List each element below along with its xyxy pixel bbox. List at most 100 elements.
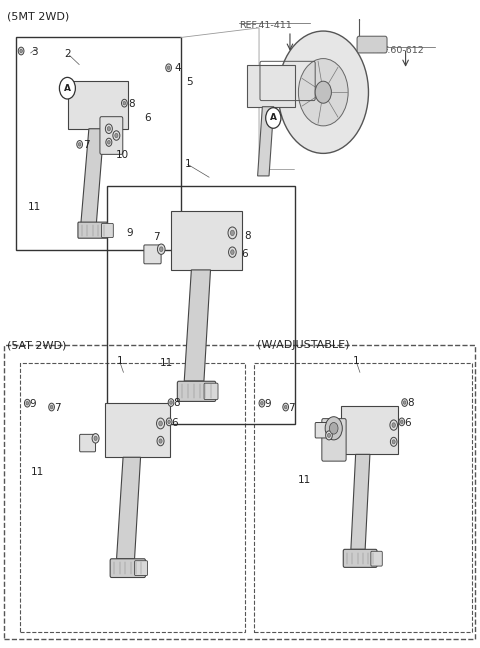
Bar xyxy=(254,363,472,632)
Text: (5MT 2WD): (5MT 2WD) xyxy=(7,12,69,22)
FancyBboxPatch shape xyxy=(322,419,346,461)
Polygon shape xyxy=(247,65,295,107)
FancyBboxPatch shape xyxy=(357,36,387,53)
Circle shape xyxy=(60,77,75,99)
Circle shape xyxy=(50,405,53,409)
Text: 7: 7 xyxy=(84,140,90,150)
Circle shape xyxy=(159,247,163,251)
Text: 7: 7 xyxy=(54,402,60,413)
FancyBboxPatch shape xyxy=(371,551,382,566)
FancyBboxPatch shape xyxy=(134,561,147,575)
Text: (5AT 2WD): (5AT 2WD) xyxy=(7,340,66,350)
Circle shape xyxy=(48,403,54,411)
FancyBboxPatch shape xyxy=(343,550,377,568)
Circle shape xyxy=(170,401,172,404)
Circle shape xyxy=(168,66,170,69)
Circle shape xyxy=(402,399,408,406)
Polygon shape xyxy=(117,457,141,559)
Circle shape xyxy=(299,58,348,126)
FancyBboxPatch shape xyxy=(204,383,218,399)
Circle shape xyxy=(259,399,265,407)
Bar xyxy=(107,185,295,424)
FancyBboxPatch shape xyxy=(80,434,96,452)
Circle shape xyxy=(94,436,97,441)
FancyBboxPatch shape xyxy=(177,381,216,401)
Circle shape xyxy=(284,405,287,409)
Circle shape xyxy=(230,230,234,236)
Circle shape xyxy=(261,402,263,405)
Bar xyxy=(20,363,245,632)
Circle shape xyxy=(231,250,234,255)
Circle shape xyxy=(106,124,112,133)
Text: 6: 6 xyxy=(404,417,411,428)
Circle shape xyxy=(392,440,395,444)
Polygon shape xyxy=(105,403,169,457)
Circle shape xyxy=(24,399,30,407)
Circle shape xyxy=(157,244,165,255)
FancyBboxPatch shape xyxy=(78,222,108,238)
Circle shape xyxy=(20,49,23,52)
Text: 2: 2 xyxy=(64,49,71,59)
Text: 1: 1 xyxy=(184,159,191,169)
Circle shape xyxy=(168,420,170,424)
Circle shape xyxy=(327,434,330,437)
Circle shape xyxy=(157,436,164,446)
Text: 6: 6 xyxy=(144,113,151,123)
Circle shape xyxy=(159,421,162,426)
Text: A: A xyxy=(270,113,277,122)
Circle shape xyxy=(108,126,110,131)
FancyBboxPatch shape xyxy=(100,117,123,154)
Circle shape xyxy=(400,420,403,424)
Circle shape xyxy=(390,420,397,430)
Circle shape xyxy=(115,133,118,137)
Bar xyxy=(16,38,180,250)
Circle shape xyxy=(325,417,342,440)
Text: 9: 9 xyxy=(126,227,133,238)
Text: (W/ADJUSTABLE): (W/ADJUSTABLE) xyxy=(257,340,349,350)
Circle shape xyxy=(78,143,81,146)
Text: 5: 5 xyxy=(186,77,192,87)
Text: 11: 11 xyxy=(160,358,173,367)
Circle shape xyxy=(108,141,110,144)
Polygon shape xyxy=(81,129,104,224)
Circle shape xyxy=(168,399,174,406)
Circle shape xyxy=(329,422,338,434)
FancyBboxPatch shape xyxy=(144,245,161,264)
Polygon shape xyxy=(68,82,128,129)
Polygon shape xyxy=(351,454,370,550)
Circle shape xyxy=(399,418,405,426)
FancyBboxPatch shape xyxy=(110,559,145,577)
Text: 7: 7 xyxy=(288,402,295,413)
Text: 6: 6 xyxy=(241,249,248,259)
Text: 1: 1 xyxy=(117,356,123,366)
Circle shape xyxy=(228,247,236,257)
Circle shape xyxy=(278,31,369,154)
Text: 11: 11 xyxy=(298,475,311,485)
Circle shape xyxy=(26,402,29,405)
Text: A: A xyxy=(64,84,71,93)
Text: 10: 10 xyxy=(116,150,129,159)
Circle shape xyxy=(121,99,127,107)
Text: 7: 7 xyxy=(154,232,160,242)
Bar xyxy=(4,345,475,640)
Text: 8: 8 xyxy=(128,98,135,109)
Text: 11: 11 xyxy=(31,467,44,477)
Text: 3: 3 xyxy=(31,47,38,56)
Circle shape xyxy=(166,64,171,72)
Text: 11: 11 xyxy=(28,202,41,212)
Circle shape xyxy=(325,431,332,440)
Polygon shape xyxy=(171,211,242,270)
Circle shape xyxy=(315,81,331,103)
Circle shape xyxy=(92,434,99,443)
Circle shape xyxy=(266,108,281,128)
Text: 8: 8 xyxy=(173,398,180,408)
Text: 8: 8 xyxy=(407,398,414,408)
Circle shape xyxy=(123,102,126,105)
Circle shape xyxy=(156,418,165,429)
Text: 9: 9 xyxy=(30,399,36,409)
FancyBboxPatch shape xyxy=(315,422,329,438)
Text: 8: 8 xyxy=(244,231,251,241)
Circle shape xyxy=(392,422,396,428)
Circle shape xyxy=(283,403,288,411)
Circle shape xyxy=(403,401,406,404)
